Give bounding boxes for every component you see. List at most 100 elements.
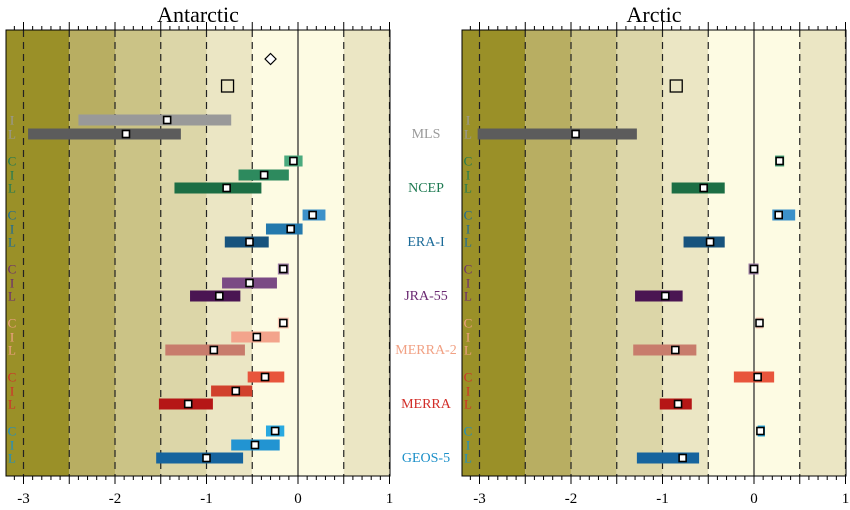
row-letter: I (466, 276, 470, 291)
mean-marker (215, 291, 224, 301)
row-letter: L (464, 235, 472, 250)
row-letter: I (10, 438, 14, 453)
row-letter: L (464, 127, 472, 142)
range-bar (78, 114, 232, 126)
row-letter: C (8, 424, 17, 439)
mean-marker (705, 237, 715, 247)
tick-label: -2 (565, 491, 578, 507)
range-bar (772, 209, 796, 221)
row-letter: I (10, 168, 14, 183)
mean-marker (260, 372, 270, 382)
range-bar (477, 128, 637, 140)
row-letter: I (10, 222, 14, 237)
row-letter: L (464, 181, 472, 196)
row-letter: C (464, 154, 473, 169)
square-marker (669, 79, 683, 93)
mean-marker (571, 129, 580, 139)
range-bar (28, 128, 181, 140)
shading-band (6, 30, 70, 476)
row-letter: C (464, 424, 473, 439)
mean-marker (209, 345, 219, 355)
row-letter: L (8, 181, 16, 196)
row-letter: L (464, 343, 472, 358)
range-bar (156, 452, 244, 464)
row-letter: I (10, 330, 14, 345)
mean-marker (279, 318, 288, 328)
mean-marker (245, 278, 254, 288)
dataset-label: MERRA (401, 397, 452, 412)
panel-title: Arctic (627, 2, 682, 27)
square-marker (220, 79, 235, 93)
dataset-label: NCEP (408, 181, 444, 196)
mean-marker (753, 372, 762, 382)
dataset-label: JRA-55 (404, 289, 448, 304)
row-letter: C (464, 316, 473, 331)
mean-marker (183, 399, 193, 409)
row-letter: C (8, 370, 17, 385)
tick-label: -3 (17, 491, 30, 507)
plot-frame (5, 29, 391, 477)
plot-frame (461, 29, 847, 477)
mean-marker (162, 115, 172, 125)
row-letter: I (466, 384, 470, 399)
row-letter: C (8, 316, 17, 331)
row-letter: I (10, 113, 14, 128)
mean-marker (222, 183, 231, 193)
dataset-label: MERRA-2 (395, 343, 456, 358)
row-letter: I (466, 113, 470, 128)
shading-band (462, 30, 526, 476)
shading-band (206, 30, 253, 476)
row-letter: I (466, 330, 470, 345)
tick-label: 1 (386, 491, 394, 507)
mean-marker (699, 183, 708, 193)
shading-band (69, 30, 115, 476)
row-letter: C (464, 370, 473, 385)
mean-marker (279, 264, 288, 274)
mean-marker (259, 170, 269, 180)
mean-marker (121, 129, 131, 139)
panel-title: Antarctic (157, 2, 239, 27)
mean-marker (749, 264, 759, 274)
row-letter: I (466, 222, 470, 237)
range-bar (165, 344, 245, 356)
mean-marker (270, 426, 280, 436)
shading-band (115, 30, 161, 476)
range-bar (174, 182, 262, 194)
row-letter: I (10, 276, 14, 291)
row-letter: L (464, 451, 472, 466)
tick-label: -1 (656, 491, 669, 507)
mean-marker (250, 440, 260, 450)
tick-label: -3 (473, 491, 486, 507)
shading-band (343, 30, 390, 476)
tick-label: 0 (750, 491, 758, 507)
mean-marker (671, 345, 680, 355)
mean-marker (286, 224, 295, 234)
mean-marker (756, 426, 765, 436)
row-letter: L (8, 343, 16, 358)
row-letter: C (464, 208, 473, 223)
row-letter: L (8, 235, 16, 250)
row-letter: L (8, 127, 16, 142)
range-bar (683, 236, 725, 248)
row-letter: L (8, 397, 16, 412)
mean-marker (245, 237, 254, 247)
tick-label: -1 (200, 491, 213, 507)
range-bar (635, 290, 683, 302)
row-letter: C (8, 154, 17, 169)
row-letter: L (8, 289, 16, 304)
shading-band (525, 30, 571, 476)
row-letter: I (466, 438, 470, 453)
dataset-label: MLS (412, 127, 441, 142)
mean-marker (660, 291, 670, 301)
row-letter: L (8, 451, 16, 466)
mean-marker (289, 156, 298, 166)
row-letter: C (464, 262, 473, 277)
mean-marker (774, 210, 784, 220)
mean-marker (775, 156, 784, 166)
row-letter: L (464, 289, 472, 304)
mean-marker (673, 399, 683, 409)
range-bar (636, 452, 700, 464)
